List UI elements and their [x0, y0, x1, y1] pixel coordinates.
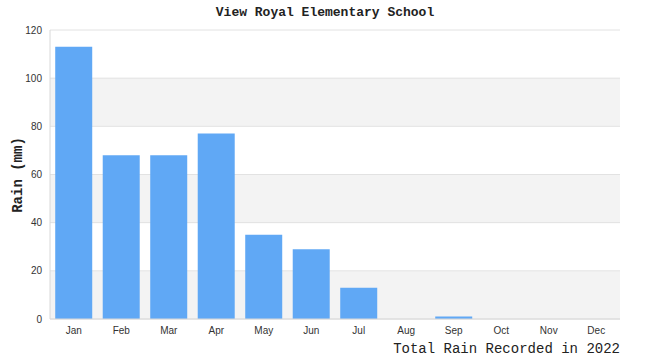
- html-text:View Royal Elementary School: View Royal Elementary School: [215, 5, 435, 20]
- svg-text:Dec: Dec: [587, 325, 605, 336]
- svg-text:0: 0: [36, 314, 42, 325]
- svg-text:60: 60: [31, 169, 43, 180]
- html-text:Total Rain Recorded in 2022: Total Rain Recorded in 2022: [393, 341, 620, 357]
- svg-text:Feb: Feb: [113, 325, 131, 336]
- svg-text:Mar: Mar: [160, 325, 178, 336]
- svg-text:100: 100: [25, 73, 42, 84]
- svg-text:80: 80: [31, 121, 43, 132]
- svg-text:120: 120: [25, 25, 42, 36]
- svg-text:Jul: Jul: [352, 325, 365, 336]
- svg-text:Jun: Jun: [303, 325, 319, 336]
- svg-text:Sep: Sep: [445, 325, 463, 336]
- svg-text:40: 40: [31, 217, 43, 228]
- svg-text:May: May: [254, 325, 273, 336]
- svg-text:Jan: Jan: [66, 325, 82, 336]
- svg-text:Oct: Oct: [493, 325, 509, 336]
- html-text:Rain (mm): Rain (mm): [10, 137, 26, 213]
- svg-text:Nov: Nov: [540, 325, 558, 336]
- svg-text:Apr: Apr: [208, 325, 224, 336]
- svg-text:Aug: Aug: [397, 325, 415, 336]
- svg-text:20: 20: [31, 265, 43, 276]
